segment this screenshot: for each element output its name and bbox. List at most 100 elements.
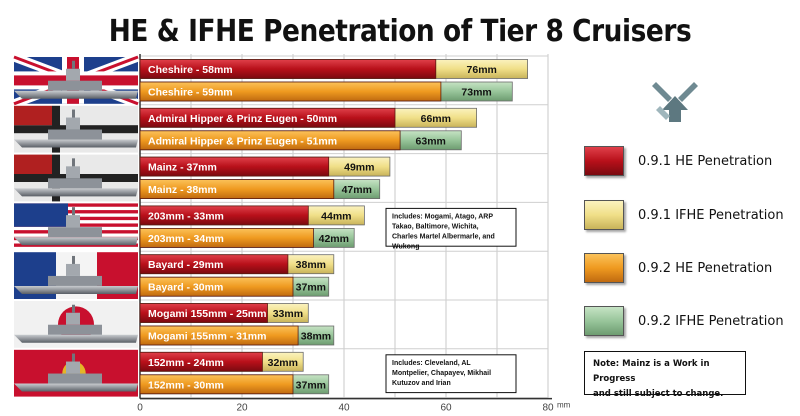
he-bar — [139, 303, 268, 323]
he-bar — [139, 351, 263, 372]
ifhe-bar-label: 37mm — [296, 379, 326, 391]
legend-label: 0.9.2 IFHE Penetration — [638, 313, 784, 329]
he-bar — [139, 156, 330, 177]
ship-superstructure — [48, 80, 102, 91]
legend-item-he-091: 0.9.1 HE Penetration — [584, 146, 772, 176]
x-tick-label: 0 — [137, 403, 143, 414]
bars: Cheshire - 58mm 76mm Cheshire - 59mm 73mm Ad… — [139, 59, 529, 395]
x-axis: 0 20 40 60 80 mm — [137, 401, 570, 414]
x-tick-label: 60 — [440, 403, 452, 414]
ship-mast — [72, 353, 75, 362]
includes-note-line: Wukong — [392, 243, 419, 250]
ship-hull — [14, 90, 138, 99]
ship-hull — [14, 188, 138, 197]
ship-mast — [72, 207, 75, 216]
ship-tower — [66, 312, 80, 325]
ship-hull — [14, 383, 138, 392]
he-bar — [139, 227, 314, 248]
he-bar-label: 203mm - 33mm — [148, 210, 224, 222]
ship-tower — [66, 215, 80, 228]
ship-hull — [14, 285, 138, 294]
he-bar — [139, 81, 442, 102]
ifhe-bar-label: 47mm — [342, 184, 372, 196]
he-bar-label: Cheshire - 58mm — [148, 64, 233, 76]
includes-note-line: Charles Martel Albermarle, and — [392, 233, 495, 240]
ifhe-bar-label: 42mm — [319, 233, 349, 245]
legend-swatch — [584, 306, 624, 336]
ifhe-bar-label: 33mm — [273, 308, 303, 320]
note-line-1: Note: Mainz is a Work in Progress — [593, 359, 710, 384]
flag-stripe — [14, 210, 138, 214]
legend-item-he-092: 0.9.2 HE Penetration — [584, 253, 772, 283]
ship-image-japan — [14, 301, 138, 348]
includes-note-line: Montpelier, Chapayev, Mikhail — [392, 370, 491, 377]
ship-image-uk — [12, 52, 140, 109]
flag-stripe — [14, 243, 138, 247]
includes-note-box — [385, 207, 517, 247]
he-bar-label: Admiral Hipper & Prinz Eugen - 50mm — [148, 113, 337, 125]
ship-superstructure — [48, 324, 102, 335]
he-bar-label: Mogami 155mm - 25mm — [148, 308, 266, 320]
ship-mast — [72, 304, 75, 313]
legend-item-ifhe-091: 0.9.1 IFHE Penetration — [584, 200, 784, 230]
includes-note-line: Kutuzov and Irian — [392, 380, 451, 387]
ship-tower — [66, 166, 80, 179]
ship-mast — [72, 60, 75, 69]
he-bar — [139, 325, 299, 346]
ship-superstructure — [48, 275, 102, 286]
x-tick-label: 20 — [236, 403, 248, 414]
note-line-2: and still subject to change. — [593, 389, 724, 399]
ship-image-france — [14, 252, 138, 299]
ship-image-china — [14, 349, 138, 397]
flag-cross — [52, 105, 60, 153]
includes-note-line: Includes: Mogami, Atago, ARP — [392, 213, 493, 220]
flag-canton — [14, 203, 68, 227]
flag-cross — [52, 154, 60, 202]
he-bar — [139, 205, 309, 226]
x-tick-label: 40 — [338, 403, 350, 414]
ship-tower — [66, 263, 80, 276]
he-bar-label: 152mm - 30mm — [148, 379, 224, 391]
he-bar-label: Admiral Hipper & Prinz Eugen - 51mm — [148, 135, 337, 147]
he-bar-label: Mogami 155mm - 31mm — [148, 331, 266, 343]
ship-images — [12, 52, 140, 397]
ifhe-bar-label: 44mm — [321, 210, 351, 222]
legend-label: 0.9.1 IFHE Penetration — [638, 207, 784, 223]
crossed-arrows-logo — [652, 82, 698, 122]
includes-note-line: Takao, Baltimore, Wichita, — [392, 223, 479, 230]
he-bar-label: Mainz - 37mm — [148, 162, 217, 174]
ifhe-bar-label: 76mm — [467, 64, 497, 76]
he-bar — [139, 276, 294, 297]
ifhe-bar-label: 37mm — [296, 282, 326, 294]
ifhe-bar-label: 38mm — [301, 331, 331, 343]
he-bar-label: 203mm - 34mm — [148, 233, 224, 245]
he-bar — [139, 254, 289, 275]
includes-note-box — [385, 354, 517, 394]
legend-label: 0.9.1 HE Penetration — [638, 153, 773, 169]
ship-image-germany — [14, 154, 138, 202]
ship-superstructure — [48, 373, 102, 384]
ifhe-bar-label: 73mm — [461, 87, 491, 99]
legend-swatch — [584, 146, 624, 176]
ifhe-bar-label: 63mm — [416, 135, 446, 147]
ship-superstructure — [48, 178, 102, 189]
ship-hull — [14, 139, 138, 148]
he-bar-label: Cheshire - 59mm — [148, 87, 233, 99]
includes-note-line: Includes: Cleveland, AL — [392, 360, 471, 367]
x-unit-label: mm — [557, 401, 571, 410]
he-bar — [139, 59, 437, 79]
ifhe-bar-label: 38mm — [296, 259, 326, 271]
ship-tower — [66, 361, 80, 374]
legend-label: 0.9.2 HE Penetration — [638, 260, 773, 276]
he-bar — [139, 130, 401, 151]
ship-mast — [72, 255, 75, 264]
chart-title: HE & IFHE Penetration of Tier 8 Cruisers — [108, 14, 692, 49]
flag-canton — [14, 105, 52, 126]
he-bar — [139, 374, 294, 395]
ship-mast — [72, 109, 75, 118]
he-bar — [139, 107, 396, 128]
x-tick-label: 80 — [542, 403, 554, 414]
ifhe-bar-label: 32mm — [268, 357, 298, 369]
ship-hull — [14, 237, 138, 246]
